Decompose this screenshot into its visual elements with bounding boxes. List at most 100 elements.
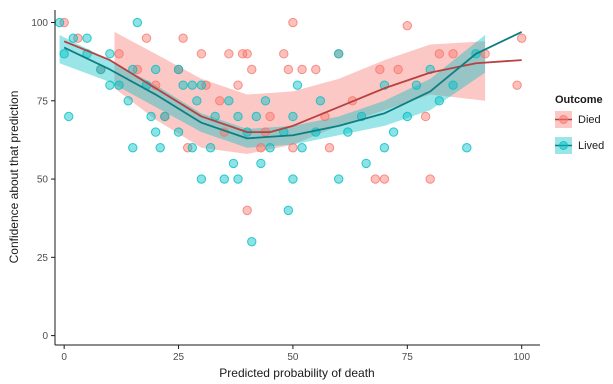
smooth-line-died [63,40,522,134]
data-point-lived [114,80,124,90]
y-ticks: 0 25 50 75 100 [31,18,55,342]
data-point-lived [205,143,216,153]
confidence-band-lived [59,35,486,148]
y-axis-title: Confidence about that prediction [7,91,21,264]
axes [54,10,540,346]
data-point-lived [379,143,390,153]
data-point-lived [146,111,156,122]
data-point-lived [434,96,445,106]
data-point-lived [251,111,262,122]
data-point-lived [173,64,184,75]
data-point-died [324,143,335,153]
data-point-died [288,143,298,153]
data-point-lived [288,111,298,122]
data-point-lived [187,143,197,153]
data-point-died [420,111,431,122]
data-point-died [448,49,458,59]
data-point-lived [219,174,229,184]
data-point-lived [462,143,472,153]
data-point-lived [343,127,353,137]
y-tick-label: 50 [37,175,49,186]
data-point-lived [333,49,344,59]
data-point-lived [150,64,161,75]
data-point-died [311,64,321,75]
data-point-died [256,143,266,153]
data-point-died [233,80,243,90]
data-point-lived [333,174,344,184]
data-point-lived [283,205,294,216]
data-point-died [141,33,152,43]
data-point-died [265,111,275,122]
data-point-lived [233,174,243,184]
data-point-lived [224,96,234,106]
data-point-died [215,96,225,106]
data-point-lived [187,80,197,90]
data-point-lived [292,80,303,90]
data-point-died [247,64,257,75]
data-point-lived [173,127,184,137]
data-point-lived [233,111,243,122]
data-point-died [425,174,435,184]
data-point-lived [68,33,79,43]
x-tick-label: 75 [402,352,414,363]
data-point-died [375,64,385,75]
data-point-lived [315,96,326,106]
legend-title: Outcome [555,94,603,106]
legend-key-lived [555,137,572,154]
x-tick-label: 50 [287,352,299,363]
data-point-lived [105,80,115,90]
data-point-lived [178,80,188,90]
data-point-lived [288,174,298,184]
smooth-line-lived [63,31,523,140]
data-point-lived [256,158,266,169]
data-point-died [242,49,252,59]
data-point-lived [105,49,115,59]
data-point-lived [260,96,271,106]
data-point-died [242,205,252,216]
legend: Outcome Died Lived [555,94,604,154]
data-point-lived [448,80,458,90]
data-point-died [297,64,307,75]
data-point-lived [265,143,275,153]
data-point-died [434,49,445,59]
data-point-died [196,49,207,59]
legend-key-lived-point [559,141,568,150]
data-point-died [516,33,527,43]
data-point-lived [196,174,207,184]
data-point-lived [59,49,69,59]
data-point-lived [150,127,161,137]
x-axis-title: Predicted probability of death [219,366,374,380]
smooth-fit-lines [63,31,523,140]
y-tick-label: 75 [37,96,49,107]
data-point-died [279,49,289,59]
data-point-lived [402,111,413,122]
scatter-points [54,17,527,247]
data-point-lived [155,143,165,153]
legend-label-died: Died [578,114,601,126]
x-tick-label: 100 [513,352,530,363]
data-point-lived [160,111,170,122]
x-tick-label: 25 [173,352,185,363]
data-point-died [512,80,522,90]
legend-label-lived: Lived [578,140,604,152]
data-point-died [224,49,234,59]
data-point-died [379,174,390,184]
data-point-lived [411,80,422,90]
data-point-lived [247,236,257,247]
data-point-lived [128,143,138,153]
legend-key-died [555,111,572,128]
data-point-lived [64,111,74,122]
legend-key-died-point [559,115,568,124]
y-tick-label: 0 [42,331,48,342]
confidence-band-died [114,31,486,155]
x-tick-label: 0 [61,352,67,363]
data-point-lived [132,17,143,28]
confidence-bands [59,31,486,155]
data-point-lived [123,96,133,106]
y-tick-label: 25 [37,253,49,264]
data-point-lived [361,158,371,169]
data-point-lived [297,143,307,153]
y-tick-label: 100 [31,18,48,29]
x-ticks: 0 25 50 75 100 [61,345,530,363]
